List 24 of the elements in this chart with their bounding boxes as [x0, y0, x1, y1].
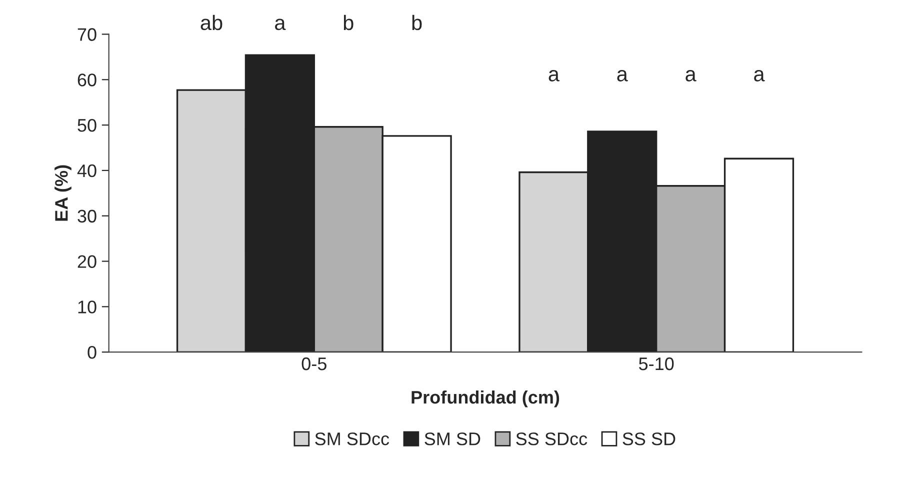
text: a [275, 18, 286, 30]
y-tick-label: 10 [78, 300, 96, 314]
annotation: a [548, 70, 560, 82]
legend-label: SM SD [424, 432, 480, 446]
y-tick-label: 20 [78, 255, 96, 268]
text: b [344, 14, 354, 30]
y-tick-label: 60 [78, 74, 96, 86]
y-axis-title: EA (%) [54, 165, 72, 221]
annotation: a [686, 70, 696, 82]
legend-label: SS SDcc [516, 432, 588, 446]
text: b [412, 14, 422, 30]
legend-label: SS SD [622, 432, 676, 446]
x-tick-label: 5-10 [638, 357, 674, 370]
y-tick-label: 70 [78, 28, 96, 41]
y-tick-label: 40 [77, 164, 96, 178]
y-tick-label: 50 [78, 118, 96, 132]
text: ab [200, 14, 222, 30]
x-tick-label: 0-5 [302, 357, 326, 370]
annotation: a [617, 70, 628, 82]
legend-label: SM SDcc [315, 432, 390, 446]
annotation: a [754, 70, 765, 82]
y-tick-label: 30 [78, 210, 96, 223]
x-axis-title: Profundidad (cm) [412, 390, 560, 408]
y-tick-label: 0 [88, 346, 96, 359]
